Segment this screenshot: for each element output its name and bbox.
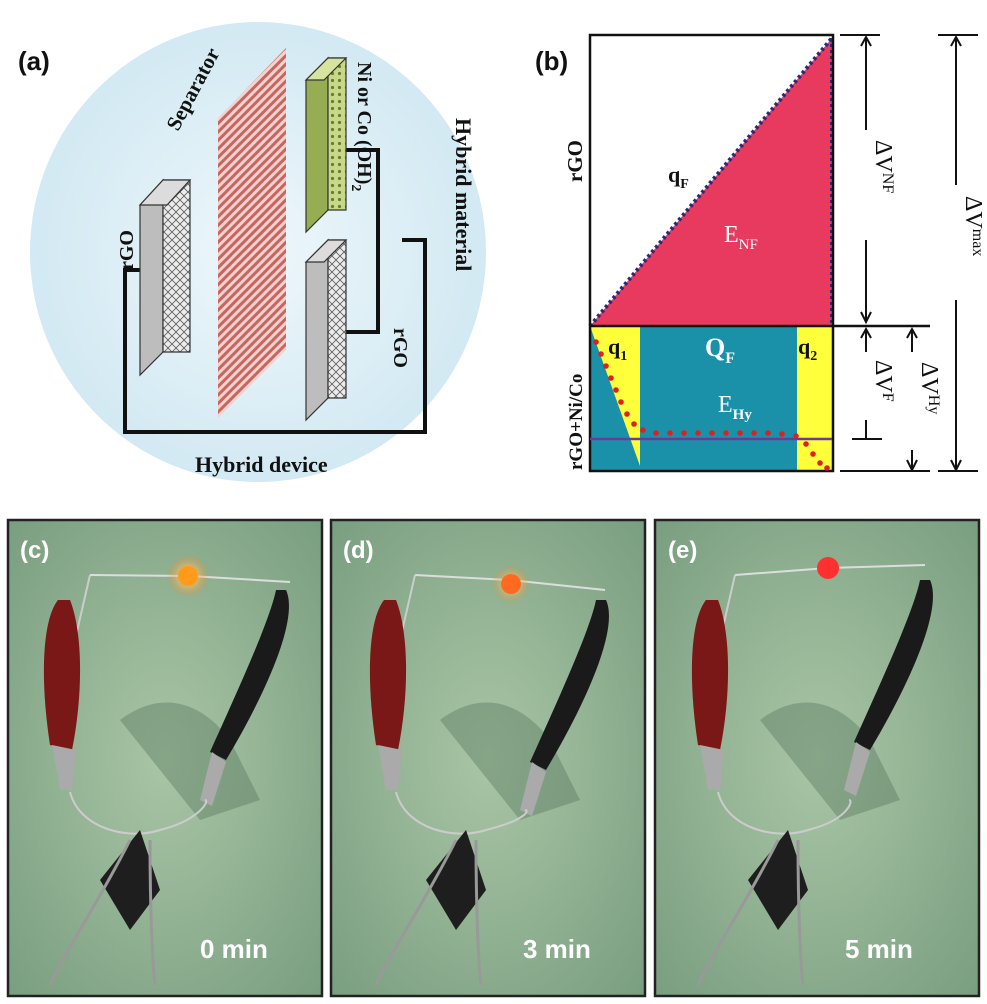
led: [178, 566, 198, 586]
binder-clip: [100, 830, 160, 930]
rgo-electrode-left: [138, 178, 192, 377]
binder-clip: [426, 830, 486, 930]
photo-e-time: 5 min: [845, 934, 913, 964]
QF-label: QF: [705, 333, 735, 367]
photo-panel-d: (d) 3 min: [329, 518, 647, 998]
photo-panel-e: (e) 5 min: [653, 518, 981, 998]
red-clip: [691, 600, 729, 750]
hybrid-device-label: Hybrid device: [195, 452, 328, 477]
q2-label: q2: [798, 334, 817, 364]
q2-region: [797, 326, 832, 471]
delta-v-f-label: ΔVF: [870, 360, 896, 402]
red-clip: [369, 600, 407, 750]
rgo-left-label: rGO: [116, 230, 138, 270]
rgo-axis-label: rGO: [563, 140, 587, 182]
connector-wire-top: [344, 148, 380, 334]
EHy-label: EHy: [718, 392, 752, 423]
red-clip: [43, 600, 81, 750]
led: [817, 557, 839, 579]
photo-d-tag: (d): [343, 537, 374, 564]
panel-a-tag: (a): [18, 46, 50, 76]
ni-co-label: Ni or Co (OH)2: [348, 62, 375, 191]
photo-d-time: 3 min: [523, 934, 591, 964]
rgo-right-label: rGO: [389, 328, 411, 368]
photo-e-tag: (e): [668, 537, 697, 564]
delta-v-nf-label: ΔVNF: [870, 140, 896, 193]
red-dot-path: [593, 339, 830, 471]
black-clip: [210, 590, 289, 760]
hybrid-material-label: Hybrid material: [451, 118, 476, 271]
photo-c-tag: (c): [20, 537, 49, 564]
separator-sheet: [218, 48, 286, 418]
rgo-electrode-right: [304, 238, 348, 422]
q1-cut: [590, 326, 640, 466]
photo-panels: (c) 0 min (d) 3 min: [6, 518, 981, 998]
black-clip: [854, 580, 933, 750]
q1-label: q1: [608, 334, 627, 364]
panel-b: (b): [535, 33, 986, 473]
ENF-label: ENF: [724, 222, 758, 253]
photo-panel-c: (c) 0 min: [6, 518, 324, 998]
delta-v-hy-label: ΔVHy: [916, 362, 942, 414]
panel-b-tag: (b): [535, 46, 568, 76]
delta-v-nf-arrow: [840, 34, 880, 325]
delta-v-max-label: ΔVmax: [960, 196, 986, 256]
photo-c-time: 0 min: [200, 934, 268, 964]
delta-v-hy-arrow: [840, 326, 930, 473]
delta-v-f-arrow: [852, 326, 882, 440]
qF-label: qF: [668, 162, 689, 192]
black-clip: [530, 600, 609, 770]
delta-v-max-arrow: [938, 34, 978, 473]
plot-frame: [588, 33, 835, 473]
rgo-ni-co-axis-label: rGO+Ni/Co: [566, 374, 587, 470]
panel-a: (a) Separator rGO Ni or Co (OH)2 Hybrid …: [18, 22, 486, 482]
circuit-wire: [123, 238, 427, 434]
dotted-diagonal: [588, 36, 834, 328]
led: [501, 574, 521, 594]
active-material-block: [304, 56, 348, 234]
binder-clip: [748, 830, 808, 930]
